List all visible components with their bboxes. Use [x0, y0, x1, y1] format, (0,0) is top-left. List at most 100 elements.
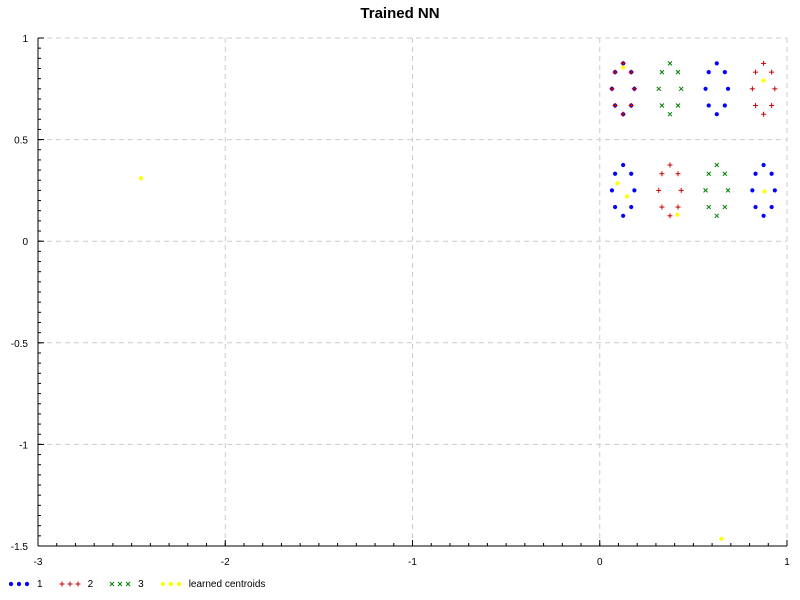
data-point: [612, 69, 618, 75]
data-point: [772, 86, 778, 92]
data-point: [624, 194, 630, 199]
data-point: [613, 171, 618, 176]
series-3: [138, 65, 767, 541]
cross-b: [722, 171, 728, 177]
y-tick-label: 0.5: [14, 136, 28, 147]
legend-marker: [160, 581, 181, 587]
data-point: [667, 111, 673, 117]
y-tick-label: -1.5: [11, 542, 29, 553]
data-point: [714, 61, 719, 66]
legend-item: learned centroids: [160, 578, 266, 590]
data-point: [714, 213, 720, 219]
data-point: [632, 188, 637, 193]
cross-b: [659, 103, 665, 108]
data-point: [762, 189, 767, 194]
series-1: [609, 60, 778, 219]
legend-marker-glyph: [8, 581, 14, 587]
legend: 1 2 3 learned centroids: [8, 577, 281, 591]
data-point: [714, 112, 719, 117]
points-layer: [138, 60, 778, 541]
cross-b: [706, 204, 712, 210]
x-tick-label: -3: [34, 557, 43, 568]
cross-b: [667, 61, 673, 66]
data-point: [138, 176, 144, 181]
legend-marker-glyph: [125, 581, 131, 587]
legend-marker-glyph: [67, 581, 73, 587]
data-point: [628, 102, 634, 108]
data-point: [722, 204, 728, 210]
data-point: [615, 181, 620, 186]
legend-marker-glyph: [24, 581, 30, 587]
cross-b: [656, 86, 662, 92]
data-point: [725, 188, 731, 193]
data-point: [706, 204, 712, 210]
data-point: [722, 171, 728, 177]
data-point: [761, 111, 767, 117]
data-point: [659, 204, 665, 210]
data-point: [769, 102, 775, 108]
data-point: [714, 162, 720, 168]
data-point: [612, 102, 618, 108]
y-tick-label: 1: [22, 34, 28, 45]
data-point: [656, 187, 662, 193]
legend-marker-glyph: [109, 581, 115, 587]
data-point: [629, 204, 634, 210]
x-tick-label: 0: [597, 557, 603, 568]
grid-layer: [38, 37, 788, 546]
cross-b: [678, 86, 684, 92]
cross-b: [667, 111, 673, 117]
data-point: [753, 171, 758, 176]
data-point: [609, 188, 615, 193]
data-point: [667, 213, 673, 219]
legend-item: 1: [8, 578, 43, 590]
data-point: [769, 171, 774, 176]
y-tick-label: 0: [22, 237, 28, 248]
cross-b: [125, 581, 131, 587]
data-point: [761, 213, 766, 218]
data-point: [675, 69, 681, 75]
data-point: [675, 204, 681, 210]
data-point: [678, 86, 684, 92]
cross-b: [725, 188, 731, 193]
legend-marker: [109, 581, 131, 587]
data-point: [725, 86, 731, 91]
legend-label: learned centroids: [188, 578, 266, 590]
data-point: [706, 70, 711, 75]
data-point: [753, 204, 758, 210]
cross-b: [117, 581, 123, 587]
x-tick-label: 1: [784, 557, 790, 568]
data-point: [769, 204, 774, 210]
data-point: [722, 103, 727, 108]
y-tick-label: -1: [19, 440, 28, 451]
data-point: [706, 103, 711, 108]
data-point: [620, 111, 626, 117]
data-point: [761, 78, 766, 83]
legend-item: 2: [59, 578, 93, 590]
data-point: [659, 103, 665, 108]
data-point: [656, 86, 662, 92]
data-point: [659, 171, 665, 177]
legend-marker-glyph: [168, 581, 173, 587]
chart-title: Trained NN: [360, 5, 440, 22]
data-point: [667, 61, 673, 66]
legend-marker-glyph: [16, 581, 22, 587]
data-point: [753, 102, 759, 108]
data-point: [703, 188, 708, 193]
data-point: [761, 162, 766, 168]
data-point: [722, 70, 727, 75]
data-point: [659, 69, 665, 75]
legend-marker: [8, 581, 30, 587]
legend-marker-glyph: [176, 581, 181, 587]
axes-layer: -3 -2 -1 0 1 1 0.5 0 -0.5 -1 -1.5: [11, 34, 790, 568]
data-point: [749, 86, 755, 92]
data-point: [750, 188, 755, 193]
x-tick-label: -2: [221, 557, 230, 568]
legend-marker-glyph: [160, 581, 165, 587]
data-point: [620, 60, 626, 66]
data-point: [772, 188, 777, 193]
legend-label: 1: [37, 578, 43, 590]
x-tick-label: -1: [408, 557, 417, 568]
cross-b: [675, 103, 681, 108]
legend-label: 3: [138, 578, 144, 590]
